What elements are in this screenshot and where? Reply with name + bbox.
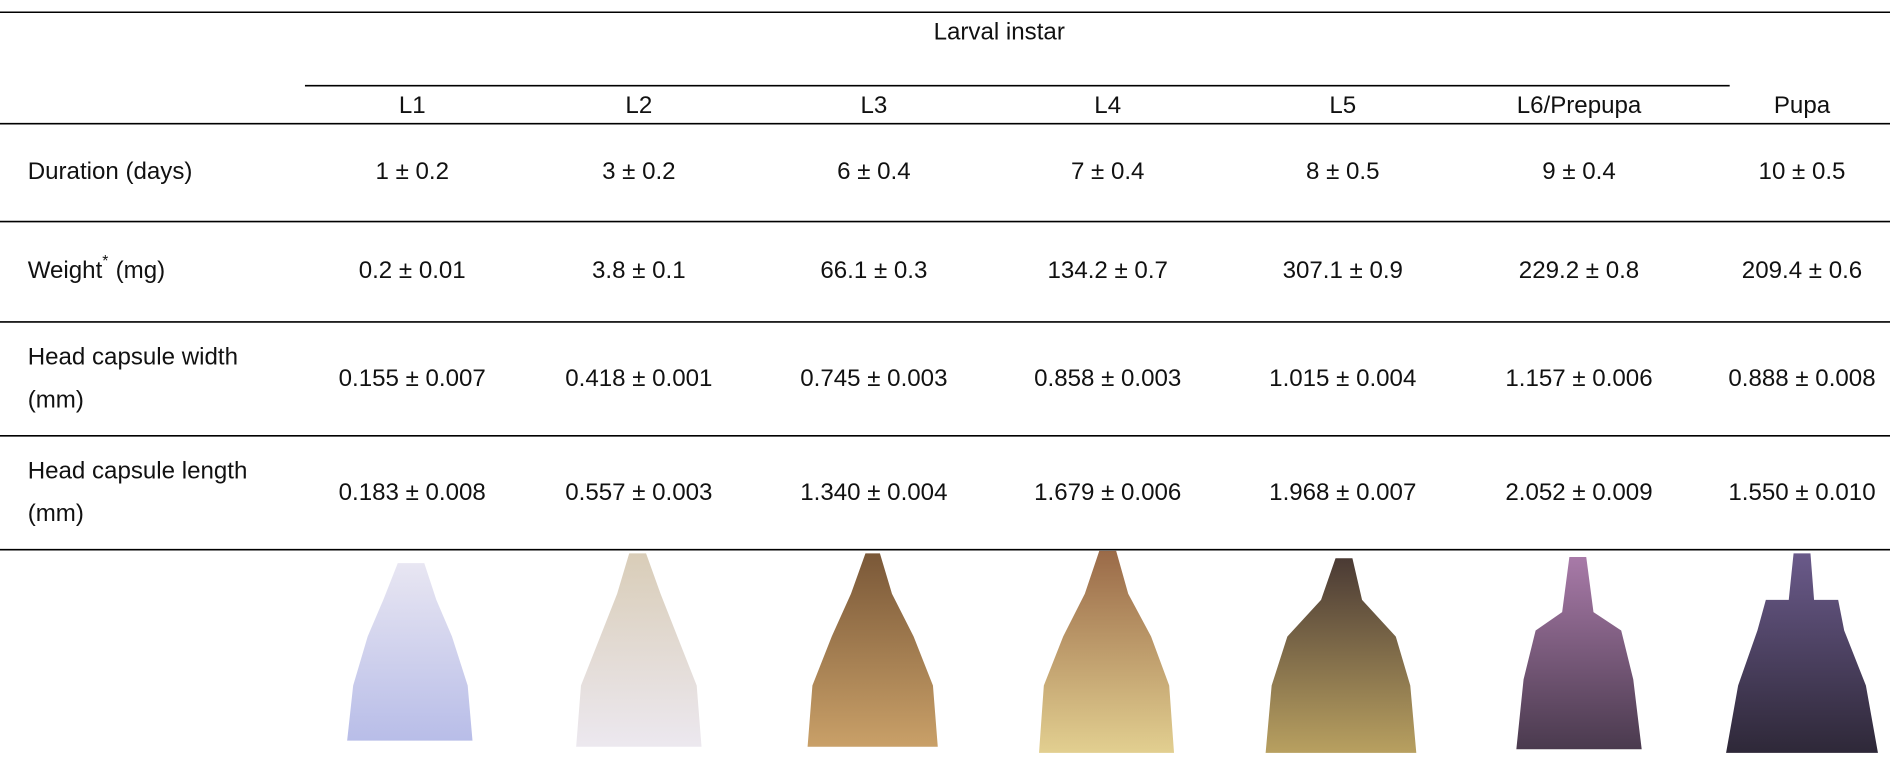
cell: 1.340 ± 0.004 — [800, 479, 947, 506]
cell: 0.557 ± 0.003 — [565, 479, 712, 506]
cell: 6 ± 0.4 — [837, 158, 911, 185]
cell: 0.888 ± 0.008 — [1728, 365, 1875, 392]
cell: 0.418 ± 0.001 — [565, 365, 712, 392]
larva-image — [808, 553, 938, 746]
cell: 66.1 ± 0.3 — [820, 257, 927, 284]
column-header: L5 — [1329, 92, 1356, 119]
column-header: L3 — [860, 92, 887, 119]
row-label: (mm) — [28, 386, 84, 413]
cell: 1.157 ± 0.006 — [1505, 365, 1652, 392]
cell: 229.2 ± 0.8 — [1519, 257, 1639, 284]
cell: 0.183 ± 0.008 — [339, 479, 486, 506]
larva-images — [347, 551, 1878, 753]
table: Larval instar L1 L2 L3 L4 L5 L6/Prepupa Pupa Du… — [0, 0, 1890, 759]
cell: 3.8 ± 0.1 — [592, 257, 686, 284]
cell: 307.1 ± 0.9 — [1283, 257, 1403, 284]
cell: 8 ± 0.5 — [1306, 158, 1380, 185]
column-header: L2 — [625, 92, 652, 119]
cell: 2.052 ± 0.009 — [1505, 479, 1652, 506]
row-label: Weight* (mg) — [28, 253, 165, 284]
cell: 1.679 ± 0.006 — [1034, 479, 1181, 506]
cell: 209.4 ± 0.6 — [1742, 257, 1862, 284]
page: Larval instar L1 L2 L3 L4 L5 L6/Prepupa Pupa Du… — [0, 0, 1890, 759]
cell: 0.155 ± 0.007 — [339, 365, 486, 392]
row-label: Duration (days) — [28, 158, 193, 185]
group-header: Larval instar — [934, 18, 1065, 45]
column-header: L1 — [399, 92, 426, 119]
cell: 1.015 ± 0.004 — [1269, 365, 1416, 392]
row-label-text: Weight — [28, 257, 103, 284]
larva-image — [1516, 557, 1641, 749]
column-header: L4 — [1094, 92, 1121, 119]
cell: 134.2 ± 0.7 — [1048, 257, 1168, 284]
cell: 1.968 ± 0.007 — [1269, 479, 1416, 506]
cell: 9 ± 0.4 — [1542, 158, 1616, 185]
cell: 0.2 ± 0.01 — [359, 257, 466, 284]
larva-image — [576, 553, 701, 746]
row-label-superscript: * — [102, 253, 108, 270]
cell: 7 ± 0.4 — [1071, 158, 1145, 185]
cell: 0.745 ± 0.003 — [800, 365, 947, 392]
column-header: Pupa — [1774, 92, 1831, 119]
row-label: Head capsule length — [28, 457, 248, 484]
cell: 10 ± 0.5 — [1759, 158, 1846, 185]
row-label-unit: (mg) — [116, 257, 166, 284]
larva-image — [347, 563, 472, 741]
row-label: Head capsule width — [28, 343, 238, 370]
larva-image — [1726, 553, 1878, 753]
larva-image — [1039, 551, 1174, 753]
column-header: L6/Prepupa — [1517, 92, 1642, 119]
cell: 3 ± 0.2 — [602, 158, 676, 185]
larva-image — [1266, 558, 1417, 753]
cell: 0.858 ± 0.003 — [1034, 365, 1181, 392]
cell: 1 ± 0.2 — [375, 158, 449, 185]
row-label: (mm) — [28, 500, 84, 527]
cell: 1.550 ± 0.010 — [1728, 479, 1875, 506]
